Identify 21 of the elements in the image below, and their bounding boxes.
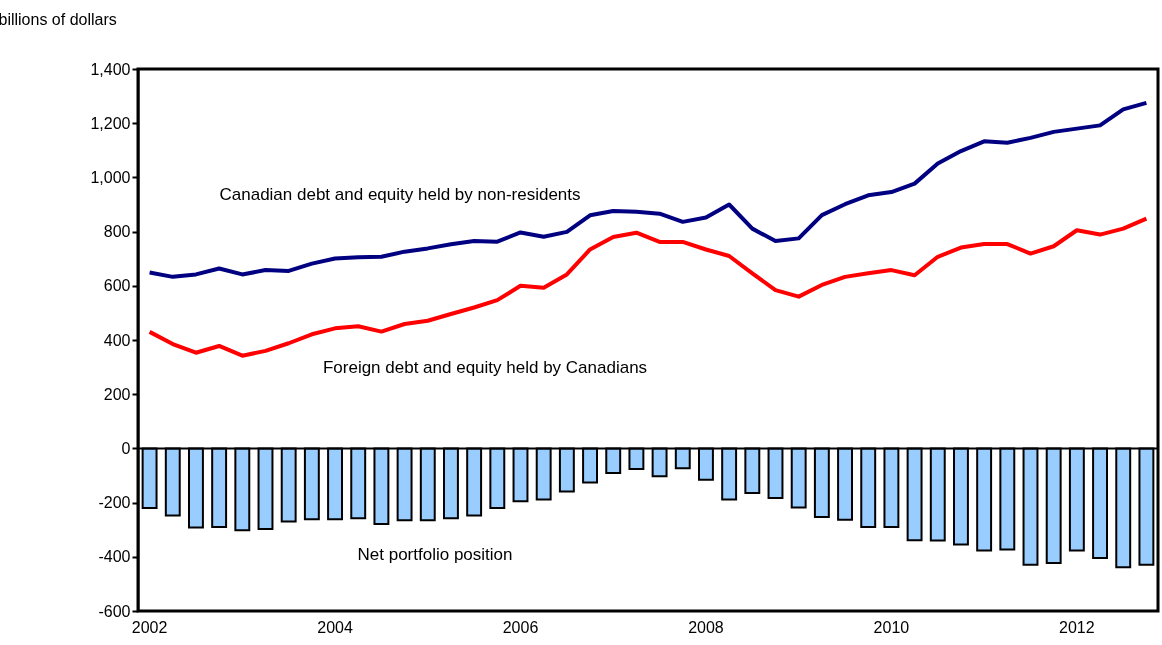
y-tick-label: 800 — [103, 223, 131, 241]
x-tick-label: 2002 — [131, 618, 168, 636]
x-tick-label: 2006 — [502, 618, 539, 636]
y-tick-label: 1,400 — [90, 60, 131, 78]
series-label: Net portfolio position — [357, 545, 513, 564]
y-tick-label: -200 — [98, 494, 131, 512]
y-axis-title: billions of dollars — [0, 10, 117, 28]
y-tick-label: 400 — [103, 331, 131, 349]
series-label: Foreign debt and equity held by Canadians — [322, 358, 648, 377]
y-tick-label: 200 — [103, 385, 131, 403]
x-tick-label: 2012 — [1059, 618, 1095, 636]
y-tick-label: 0 — [121, 439, 131, 457]
x-tick-label: 2008 — [688, 618, 724, 636]
x-tick-label: 2010 — [873, 618, 910, 636]
y-tick-label: -600 — [98, 602, 131, 620]
y-tick-label: -400 — [98, 548, 131, 566]
series-label: Canadian debt and equity held by non-residents — [219, 185, 581, 204]
y-tick-label: 1,000 — [90, 168, 131, 186]
y-tick-label: 600 — [103, 277, 131, 295]
x-tick-label: 2004 — [317, 618, 353, 636]
y-tick-label: 1,200 — [90, 114, 131, 132]
